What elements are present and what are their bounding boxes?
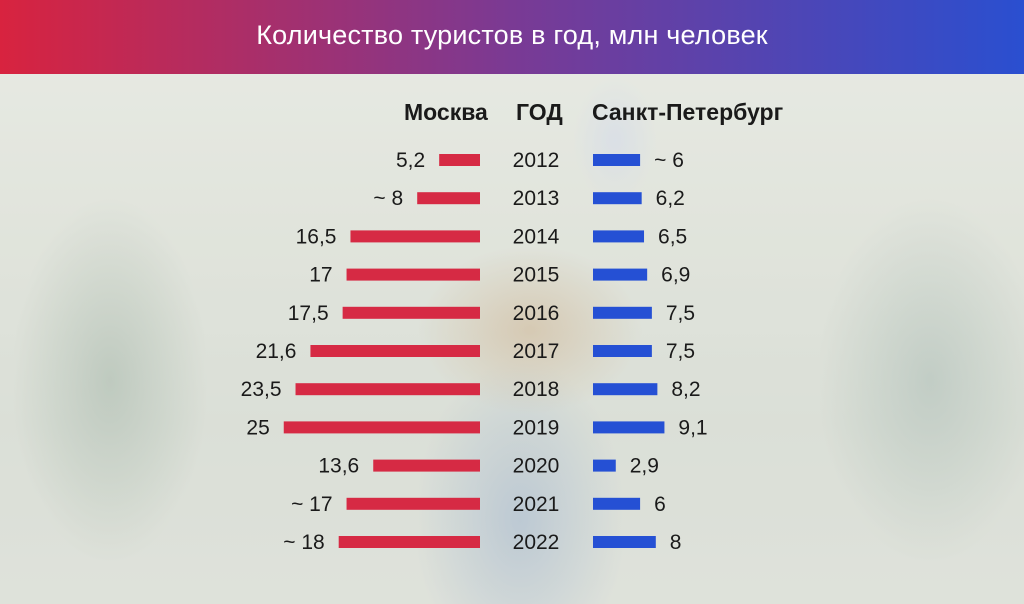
moscow-value-label-2018: 23,5 xyxy=(241,378,282,401)
moscow-value-label-2022: ~ 18 xyxy=(283,531,324,554)
moscow-bar-2020 xyxy=(373,459,480,472)
moscow-bar-2015 xyxy=(346,268,480,281)
year-label-2015: 2015 xyxy=(513,264,560,287)
chart-title: Количество туристов в год, млн человек xyxy=(256,20,768,50)
moscow-bar-2022 xyxy=(338,536,480,548)
moscow-column-header: Москва xyxy=(404,99,488,125)
moscow-value-label-2016: 17,5 xyxy=(288,302,329,325)
moscow-value-label-2020: 13,6 xyxy=(318,455,359,478)
spb-bar-2015 xyxy=(593,268,648,281)
spb-value-label-2021: 6 xyxy=(654,493,666,516)
spb-bar-2016 xyxy=(593,306,652,319)
spb-value-label-2020: 2,9 xyxy=(630,455,659,478)
spb-value-label-2015: 6,9 xyxy=(661,264,690,287)
year-label-2013: 2013 xyxy=(513,187,560,210)
year-label-2021: 2021 xyxy=(513,493,560,516)
year-column-header: ГОД xyxy=(516,99,563,125)
moscow-bar-2012 xyxy=(439,154,480,166)
spb-bar-2022 xyxy=(593,536,656,548)
spb-value-label-2013: 6,2 xyxy=(656,187,685,210)
year-label-2017: 2017 xyxy=(513,340,560,363)
moscow-value-label-2012: 5,2 xyxy=(396,149,425,172)
moscow-value-label-2017: 21,6 xyxy=(256,340,297,363)
spb-bar-2021 xyxy=(593,497,641,510)
moscow-bar-2018 xyxy=(295,383,480,396)
spb-value-label-2016: 7,5 xyxy=(666,302,695,325)
year-label-2014: 2014 xyxy=(513,225,560,248)
spb-value-label-2014: 6,5 xyxy=(658,225,687,248)
moscow-bar-2013 xyxy=(417,192,480,205)
moscow-value-label-2013: ~ 8 xyxy=(373,187,403,210)
spb-value-label-2012: ~ 6 xyxy=(654,149,684,172)
spb-value-label-2022: 8 xyxy=(670,531,682,554)
spb-bar-2012 xyxy=(593,154,641,166)
moscow-value-label-2021: ~ 17 xyxy=(291,493,332,516)
header-banner xyxy=(0,0,1024,74)
moscow-bar-2019 xyxy=(283,421,480,434)
spb-bar-2018 xyxy=(593,383,658,396)
year-label-2020: 2020 xyxy=(513,455,560,478)
spb-value-label-2018: 8,2 xyxy=(671,378,700,401)
spb-bar-2020 xyxy=(593,459,616,472)
year-label-2012: 2012 xyxy=(513,149,560,172)
year-label-2022: 2022 xyxy=(513,531,560,554)
year-label-2018: 2018 xyxy=(513,378,560,401)
moscow-value-label-2014: 16,5 xyxy=(296,225,337,248)
moscow-bar-2014 xyxy=(350,230,480,243)
moscow-bar-2016 xyxy=(342,306,480,319)
moscow-value-label-2019: 25 xyxy=(246,416,269,439)
moscow-bar-2021 xyxy=(346,497,480,510)
spb-bar-2017 xyxy=(593,345,652,357)
spb-bar-2013 xyxy=(593,192,642,205)
spb-bar-2019 xyxy=(593,421,665,434)
year-label-2016: 2016 xyxy=(513,302,560,325)
spb-value-label-2019: 9,1 xyxy=(678,416,707,439)
year-label-2019: 2019 xyxy=(513,416,560,439)
spb-value-label-2017: 7,5 xyxy=(666,340,695,363)
moscow-value-label-2015: 17 xyxy=(309,264,332,287)
spb-bar-2014 xyxy=(593,230,645,243)
spb-column-header: Санкт-Петербург xyxy=(592,99,784,125)
moscow-bar-2017 xyxy=(310,345,480,357)
